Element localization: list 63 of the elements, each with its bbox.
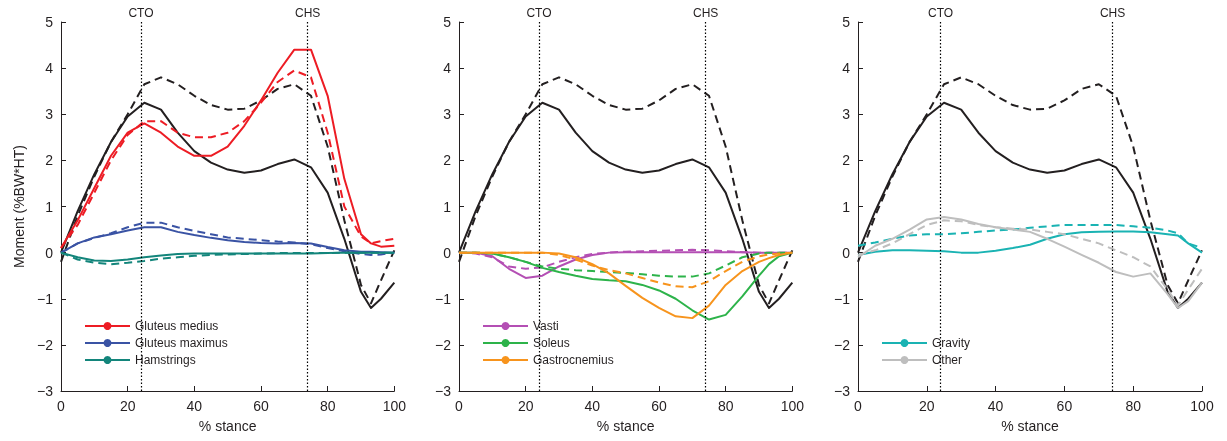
legend-label: Vasti xyxy=(533,319,559,333)
y-tick-label: 0 xyxy=(842,244,851,261)
x-tick-label: 80 xyxy=(717,398,734,414)
y-tick-label: 4 xyxy=(443,60,452,77)
y-tick-label: 3 xyxy=(45,106,54,123)
x-tick-label: 40 xyxy=(987,398,1004,414)
x-tick-label: 60 xyxy=(651,398,667,414)
x-tick-label: 80 xyxy=(1125,398,1142,414)
legend-label: Gastrocnemius xyxy=(533,353,614,367)
ref-line-label: CTO xyxy=(128,6,154,20)
legend-label: Gluteus maximus xyxy=(135,336,228,350)
y-tick-label: 2 xyxy=(443,152,452,169)
x-tick-label: 100 xyxy=(1190,398,1214,414)
legend-label: Gluteus medius xyxy=(135,319,219,333)
y-tick-label: 5 xyxy=(842,14,851,30)
ref-line-label: CHS xyxy=(1099,6,1126,20)
y-tick-label: 1 xyxy=(443,198,452,215)
x-axis-title: % stance xyxy=(1001,418,1059,434)
ref-line-label: CTO xyxy=(526,6,552,20)
y-tick-label: −2 xyxy=(37,336,54,353)
x-tick-label: 0 xyxy=(854,398,863,414)
y-tick-label: −3 xyxy=(834,383,851,399)
y-tick-label: 0 xyxy=(443,244,452,261)
x-tick-label: 100 xyxy=(382,398,407,414)
y-tick-label: 1 xyxy=(45,198,54,215)
y-tick-label: 4 xyxy=(842,60,851,77)
y-tick-label: 2 xyxy=(45,152,54,169)
legend-label: Gravity xyxy=(932,336,971,350)
y-tick-label: 3 xyxy=(842,106,851,123)
y-tick-label: −2 xyxy=(834,336,851,353)
ref-line-label: CHS xyxy=(294,6,321,20)
y-tick-label: 5 xyxy=(443,14,452,30)
x-axis-title: % stance xyxy=(198,418,257,434)
ref-line-label: CTO xyxy=(928,6,954,20)
x-tick-label: 80 xyxy=(319,398,336,414)
x-axis-title: % stance xyxy=(596,418,655,434)
x-tick-label: 60 xyxy=(1056,398,1073,414)
legend-label: Hamstrings xyxy=(135,353,196,367)
y-tick-label: 5 xyxy=(45,14,54,30)
x-tick-label: 100 xyxy=(780,398,805,414)
y-tick-label: −1 xyxy=(435,290,452,307)
y-tick-label: 0 xyxy=(45,244,54,261)
y-tick-label: −3 xyxy=(435,383,452,399)
x-tick-label: 20 xyxy=(517,398,534,414)
y-tick-label: 1 xyxy=(842,198,851,215)
legend-label: Soleus xyxy=(533,336,570,350)
y-tick-label: 3 xyxy=(443,106,452,123)
x-tick-label: 60 xyxy=(253,398,269,414)
x-tick-label: 40 xyxy=(186,398,203,414)
y-axis-title: Moment (%BW*HT) xyxy=(11,145,28,268)
legend-label: Other xyxy=(932,353,963,367)
y-tick-label: −1 xyxy=(834,290,851,307)
y-tick-label: 4 xyxy=(45,60,54,77)
y-tick-label: 2 xyxy=(842,152,851,169)
x-tick-label: 20 xyxy=(119,398,136,414)
x-tick-label: 20 xyxy=(919,398,935,414)
x-tick-label: 0 xyxy=(57,398,66,414)
y-tick-label: −2 xyxy=(435,336,452,353)
y-tick-label: −1 xyxy=(37,290,54,307)
x-tick-label: 0 xyxy=(455,398,464,414)
x-tick-label: 40 xyxy=(584,398,601,414)
ref-line-label: CHS xyxy=(692,6,719,20)
y-tick-label: −3 xyxy=(37,383,54,399)
